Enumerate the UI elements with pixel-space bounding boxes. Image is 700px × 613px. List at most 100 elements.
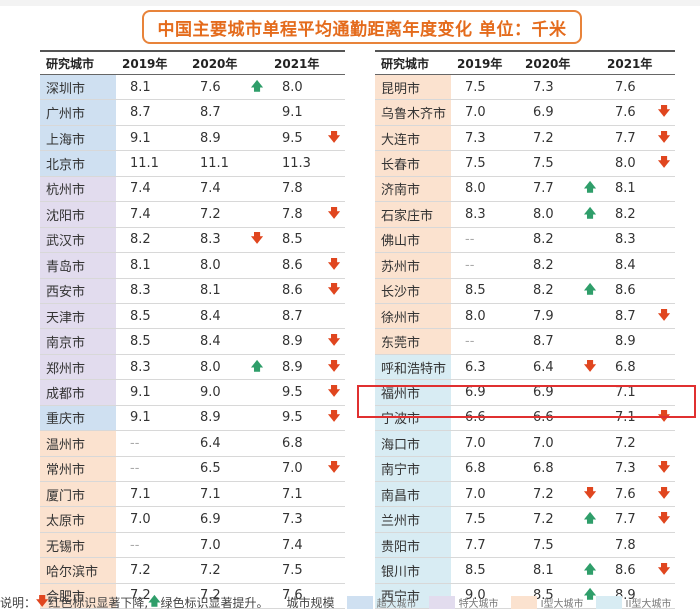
table-row: 济南市 8.0 7.7 🡅 8.1 [375, 176, 675, 203]
value-2019-cell: 7.1 [116, 481, 186, 508]
city-name-cell: 南昌市 [375, 481, 451, 508]
value-2019-cell: 8.0 [451, 176, 519, 203]
change-2020-cell [579, 99, 601, 126]
city-name-cell: 广州市 [40, 99, 116, 126]
legend-up-text: 绿色标识显著提升。 [160, 595, 269, 610]
table-row: 太原市 7.0 6.9 7.3 [40, 506, 345, 533]
change-2020-cell [246, 201, 268, 228]
down-arrow-icon: 🡇 [583, 485, 597, 500]
table-row: 杭州市 7.4 7.4 7.8 [40, 176, 345, 203]
change-2021-cell [323, 227, 345, 254]
right-commute-table: 研究城市 2019年 2020年 2021年 昆明市 7.5 7.3 7.6 乌鲁木齐市… [375, 50, 675, 610]
city-name-cell: 乌鲁木齐市 [375, 99, 451, 126]
city-name-cell: 厦门市 [40, 481, 116, 508]
legend-swatch-tier2 [428, 595, 455, 609]
change-2020-cell [246, 557, 268, 584]
value-2021-cell: 8.7 [601, 303, 653, 330]
up-arrow-icon: 🡅 [583, 180, 597, 195]
value-2021-cell: 7.6 [601, 74, 653, 101]
header-city: 研究城市 [40, 50, 116, 75]
value-2021-cell: 8.6 [601, 278, 653, 304]
left-table-panel: 研究城市 2019年 2020年 2021年 深圳市 8.1 7.6 🡅 8.0 广州市 8… [40, 50, 345, 610]
value-2020-cell: 6.9 [186, 506, 246, 533]
table-row: 常州市 -- 6.5 7.0 🡇 [40, 456, 345, 483]
value-2019-cell: 8.0 [451, 303, 519, 330]
legend-swatch-tier1 [346, 595, 373, 609]
city-name-cell: 重庆市 [40, 405, 116, 432]
up-arrow-icon: 🡅 [148, 593, 161, 608]
table-row: 天津市 8.5 8.4 8.7 [40, 303, 345, 330]
table-row: 温州市 -- 6.4 6.8 [40, 430, 345, 457]
down-arrow-icon: 🡇 [657, 485, 671, 500]
value-2020-cell: 7.2 [186, 583, 246, 610]
left-table-body: 深圳市 8.1 7.6 🡅 8.0 广州市 8.7 8.7 9.1 上海市 9.1 8.9 9.5 🡇 北京… [40, 74, 345, 610]
table-title-text: 中国主要城市单程平均通勤距离年度变化 单位：千米 [157, 19, 567, 40]
down-arrow-icon: 🡇 [327, 256, 341, 271]
change-2020-cell [246, 379, 268, 406]
value-2020-cell: 7.2 [519, 125, 579, 152]
value-2021-cell: 9.5 [268, 405, 323, 432]
change-2021-cell [323, 303, 345, 330]
value-2020-cell: 7.2 [186, 201, 246, 228]
up-arrow-icon: 🡅 [583, 562, 597, 577]
top-cropped-strip [0, 0, 700, 6]
change-2021-cell: 🡇 [653, 150, 675, 177]
table-row: 海口市 7.0 7.0 7.2 [375, 430, 675, 457]
value-2021-cell: 6.8 [601, 354, 653, 381]
table-row: 石家庄市 8.3 8.0 🡅 8.2 [375, 201, 675, 228]
header-2019: 2019年 [451, 50, 519, 75]
value-2021-cell: 7.8 [268, 201, 323, 228]
value-2020-cell: 7.5 [519, 150, 579, 177]
change-2020-cell [579, 456, 601, 483]
change-2021-cell [323, 481, 345, 508]
value-2021-cell: 8.0 [268, 74, 323, 101]
change-2021-cell [323, 150, 345, 177]
change-2020-cell [246, 481, 268, 508]
change-2020-cell: 🡅 [579, 278, 601, 304]
value-2021-cell: 9.5 [268, 125, 323, 152]
city-name-cell: 北京市 [40, 150, 116, 177]
value-2020-cell: 8.7 [519, 328, 579, 355]
city-name-cell: 杭州市 [40, 176, 116, 203]
table-row: 西安市 8.3 8.1 8.6 🡇 [40, 278, 345, 304]
change-2020-cell: 🡅 [579, 583, 601, 610]
change-2020-cell [246, 405, 268, 432]
down-arrow-icon: 🡇 [657, 562, 671, 577]
city-name-cell: 贵阳市 [375, 532, 451, 559]
legend: 说明： 🡇 红色标识显著下降, 🡅 绿色标识显著提升。 城市规模 超大城市 特大… [0, 592, 700, 612]
city-name-cell: 海口市 [375, 430, 451, 457]
change-2021-cell [323, 176, 345, 203]
change-2021-cell [653, 328, 675, 355]
change-2021-cell: 🡇 [323, 278, 345, 304]
change-2021-cell: 🡇 [323, 379, 345, 406]
value-2020-cell: 8.2 [519, 227, 579, 254]
change-2020-cell [579, 150, 601, 177]
down-arrow-icon: 🡇 [657, 307, 671, 322]
city-name-cell: 石家庄市 [375, 201, 451, 228]
city-name-cell: 东莞市 [375, 328, 451, 355]
value-2019-cell: -- [451, 227, 519, 254]
down-arrow-icon: 🡇 [657, 460, 671, 475]
value-2021-cell: 6.8 [268, 430, 323, 457]
city-name-cell: 太原市 [40, 506, 116, 533]
change-2020-cell: 🡅 [579, 176, 601, 203]
value-2021-cell: 8.6 [268, 278, 323, 304]
city-name-cell: 济南市 [375, 176, 451, 203]
value-2019-cell: 7.0 [451, 481, 519, 508]
value-2020-cell: 6.4 [186, 430, 246, 457]
change-2020-cell [579, 252, 601, 279]
value-2021-cell: 8.0 [601, 150, 653, 177]
value-2020-cell: 7.9 [519, 303, 579, 330]
change-2021-cell: 🡇 [323, 354, 345, 381]
change-2021-cell [323, 506, 345, 533]
city-name-cell: 哈尔滨市 [40, 557, 116, 584]
down-arrow-icon: 🡇 [327, 129, 341, 144]
table-row: 东莞市 -- 8.7 8.9 [375, 328, 675, 355]
table-row: 武汉市 8.2 8.3 🡇 8.5 [40, 227, 345, 254]
value-2019-cell: 9.1 [116, 379, 186, 406]
change-2020-cell [246, 456, 268, 483]
header-2020: 2020年 [186, 50, 268, 75]
right-table-body: 昆明市 7.5 7.3 7.6 乌鲁木齐市 7.0 6.9 7.6 🡇 大连市 7.3 7.2 7.7 🡇… [375, 74, 675, 610]
table-row: 郑州市 8.3 8.0 🡅 8.9 🡇 [40, 354, 345, 381]
table-row: 长沙市 8.5 8.2 🡅 8.6 [375, 278, 675, 304]
